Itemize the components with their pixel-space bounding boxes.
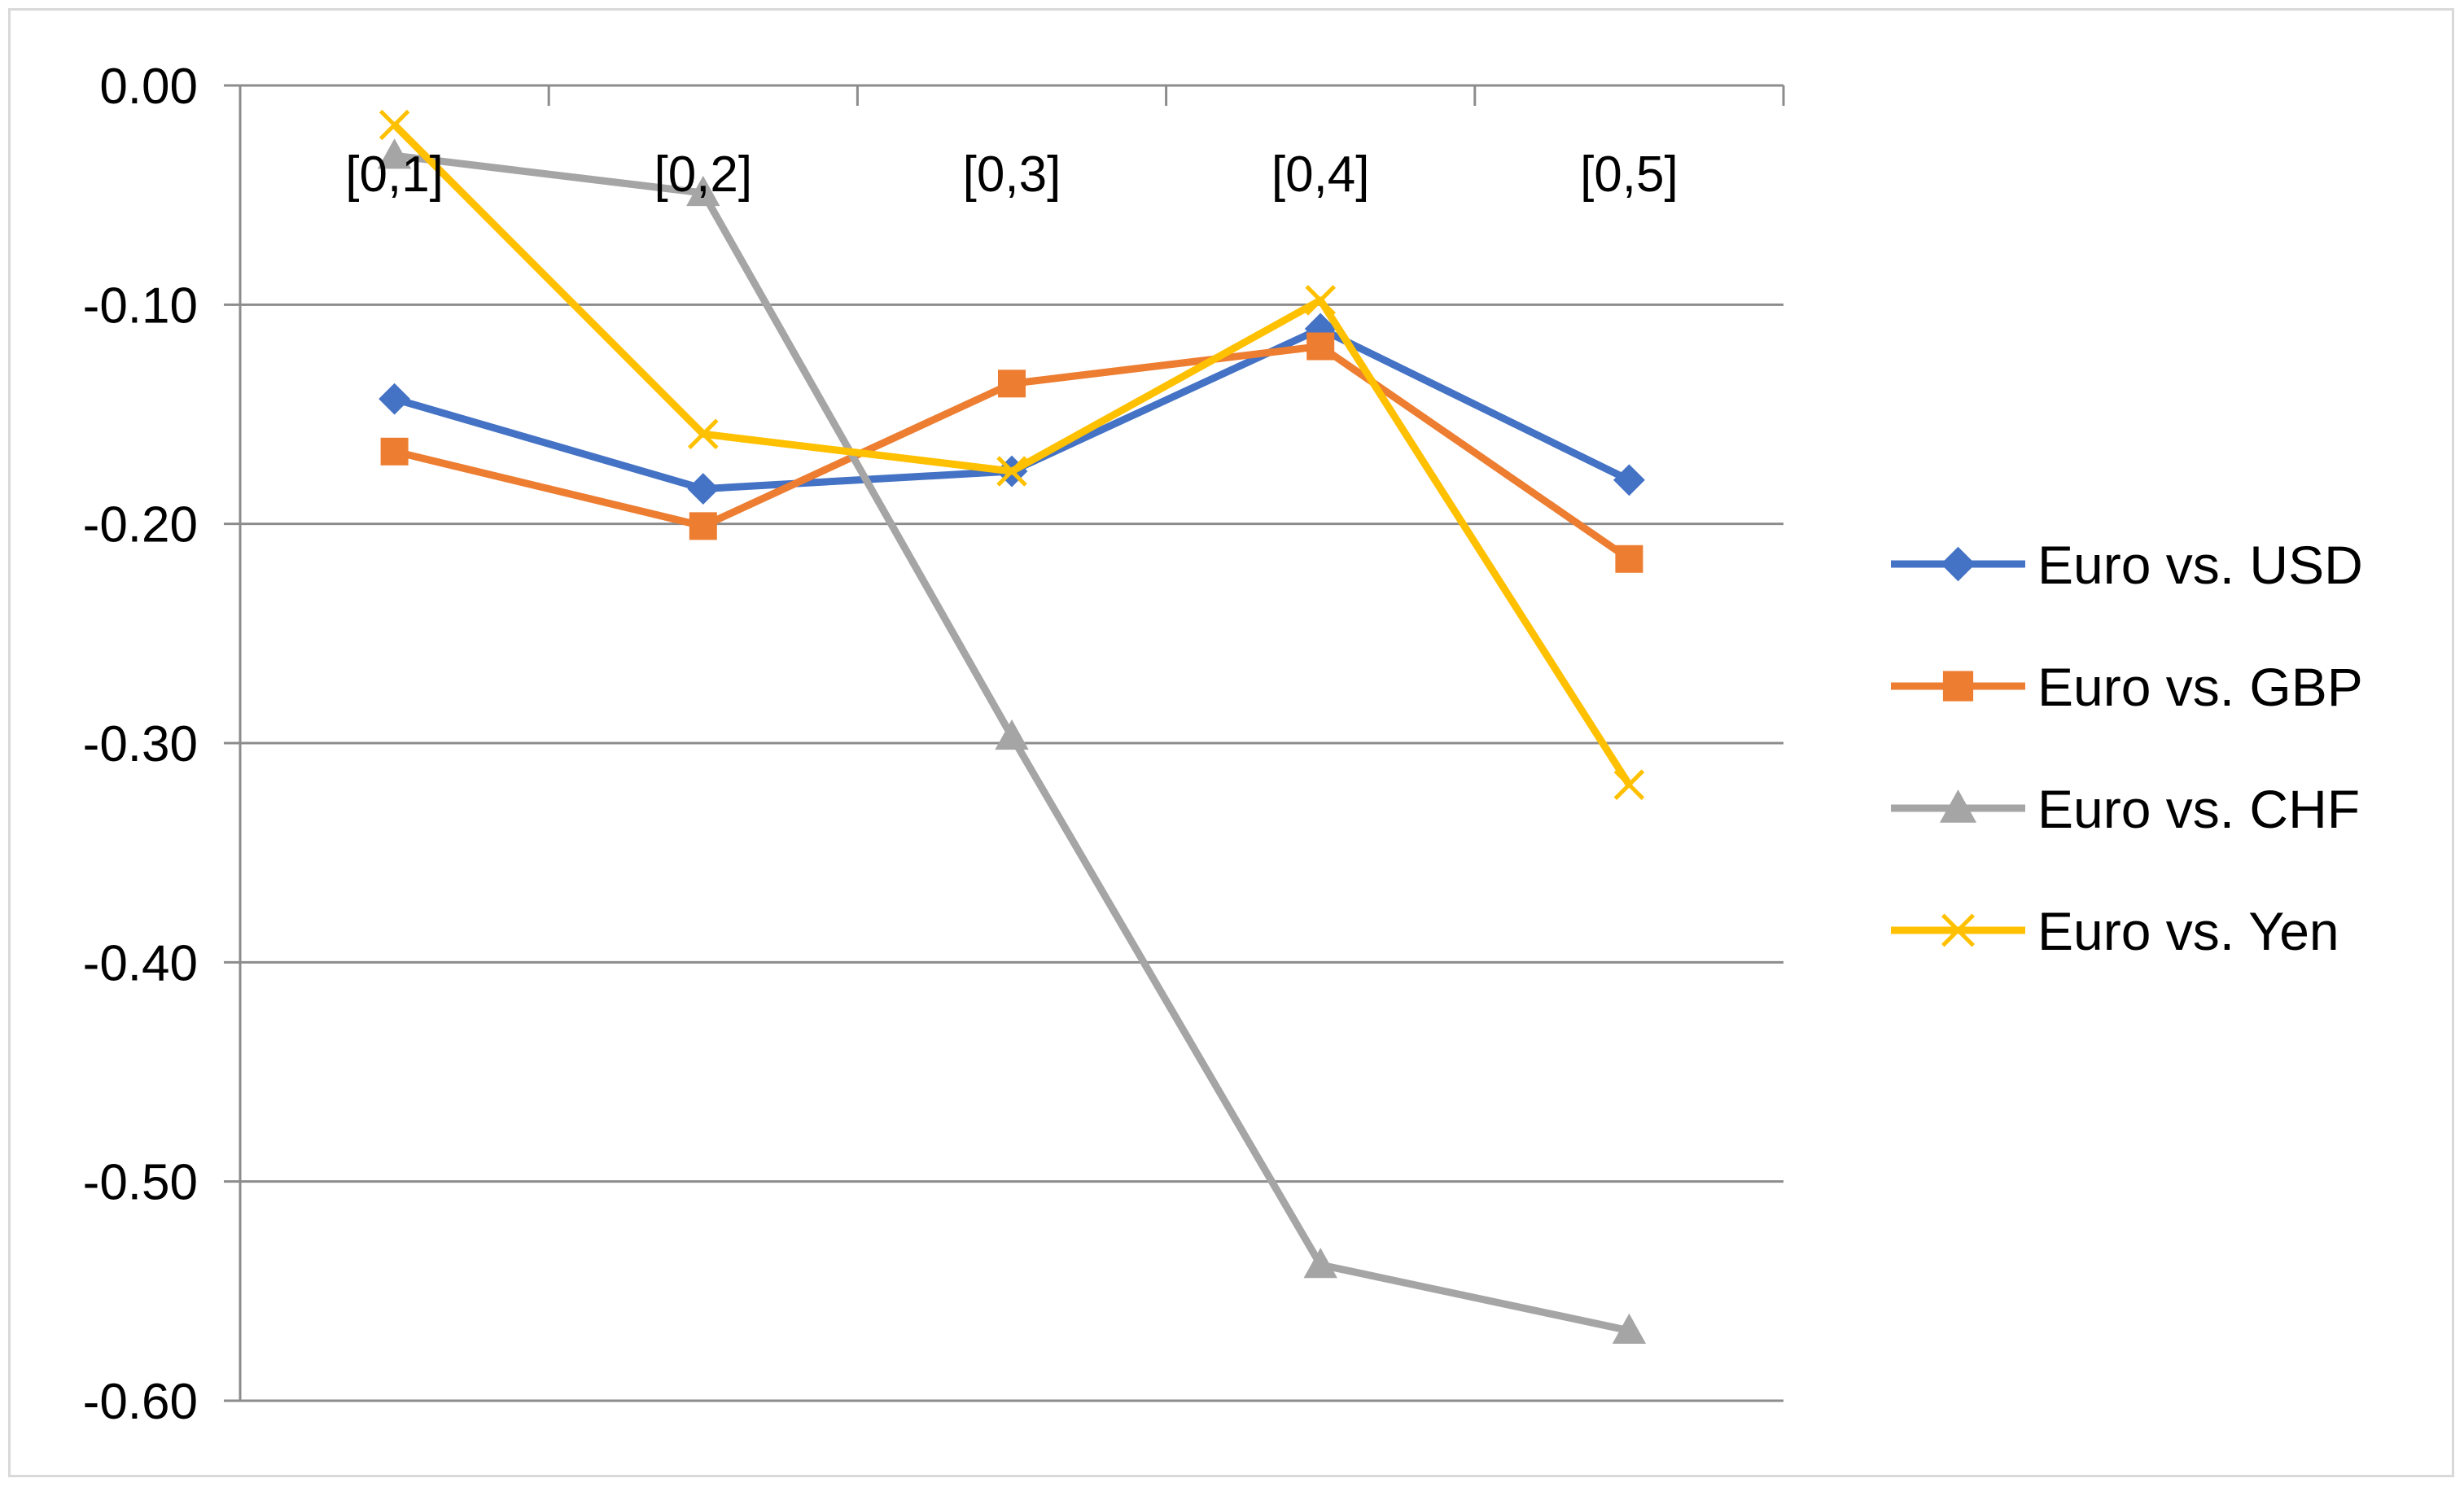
x-tick-label: [0,1] — [345, 147, 444, 203]
x-marker — [379, 109, 410, 141]
x-marker-stroke — [1613, 769, 1645, 800]
legend-item: Euro vs. GBP — [1891, 657, 2363, 717]
x-marker — [1613, 769, 1645, 800]
axes — [224, 84, 1785, 1402]
legend-label: Euro vs. Yen — [2037, 901, 2339, 961]
series-euro-vs-yen — [379, 109, 1645, 800]
y-tick-label: -0.50 — [83, 1155, 198, 1211]
y-tick-label: -0.30 — [83, 716, 198, 772]
y-tick-label: -0.10 — [83, 278, 198, 334]
y-tick-labels: 0.00 -0.10 -0.20 -0.30 -0.40 -0.50 -0.60 — [83, 59, 198, 1430]
x-marker-stroke — [688, 418, 719, 450]
legend: Euro vs. USD Euro vs. GBP Euro vs. CHF Euro… — [1891, 535, 2363, 961]
x-tick-label: [0,3] — [963, 147, 1061, 203]
x-marker-stroke — [996, 456, 1027, 487]
x-marker-stroke — [1941, 913, 1975, 947]
x-marker — [1305, 285, 1336, 316]
chart-frame: [0,1] [0,2] [0,3] [0,4] [0,5] 0.00 -0.10 -0.20… — [8, 8, 2454, 1477]
x-marker-stroke — [379, 109, 410, 141]
triangle-marker — [1612, 1313, 1647, 1345]
x-marker-stroke — [1305, 285, 1336, 316]
legend-item: Euro vs. USD — [1891, 535, 2363, 595]
diamond-marker — [379, 383, 411, 415]
y-tick-label: -0.40 — [83, 935, 198, 991]
square-marker — [1942, 671, 1974, 702]
legend-item: Euro vs. Yen — [1891, 901, 2339, 961]
diamond-marker — [1941, 546, 1976, 582]
triangle-marker — [686, 175, 720, 207]
triangle-marker — [377, 138, 412, 169]
series-euro-vs-gbp — [380, 332, 1643, 573]
legend-item: Euro vs. CHF — [1891, 779, 2360, 839]
y-tick-label: -0.60 — [83, 1374, 198, 1430]
square-marker — [1615, 545, 1643, 573]
x-tick-labels: [0,1] [0,2] [0,3] [0,4] [0,5] — [345, 147, 1678, 203]
diamond-marker — [1613, 464, 1645, 496]
legend-label: Euro vs. USD — [2037, 535, 2363, 595]
series-euro-vs-usd — [379, 313, 1645, 505]
square-marker — [380, 437, 409, 466]
x-marker — [1941, 913, 1975, 947]
square-marker — [1306, 332, 1335, 361]
legend-label: Euro vs. CHF — [2037, 779, 2360, 839]
x-marker — [688, 418, 719, 450]
series-lines — [377, 109, 1647, 1345]
square-marker — [998, 370, 1026, 398]
triangle-marker — [1939, 789, 1977, 823]
x-tick-label: [0,4] — [1271, 147, 1370, 203]
line-chart: [0,1] [0,2] [0,3] [0,4] [0,5] 0.00 -0.10 -0.20… — [83, 59, 2363, 1430]
triangle-marker — [995, 719, 1029, 750]
x-tick-label: [0,2] — [654, 147, 752, 203]
y-tick-label: -0.20 — [83, 497, 198, 553]
x-marker — [996, 456, 1027, 487]
legend-label: Euro vs. GBP — [2037, 657, 2363, 717]
square-marker — [689, 512, 717, 540]
diamond-marker — [687, 473, 720, 505]
x-tick-label: [0,5] — [1580, 147, 1678, 203]
y-tick-label: 0.00 — [99, 59, 198, 115]
triangle-marker — [1303, 1247, 1337, 1279]
series-euro-vs-chf — [377, 138, 1647, 1345]
